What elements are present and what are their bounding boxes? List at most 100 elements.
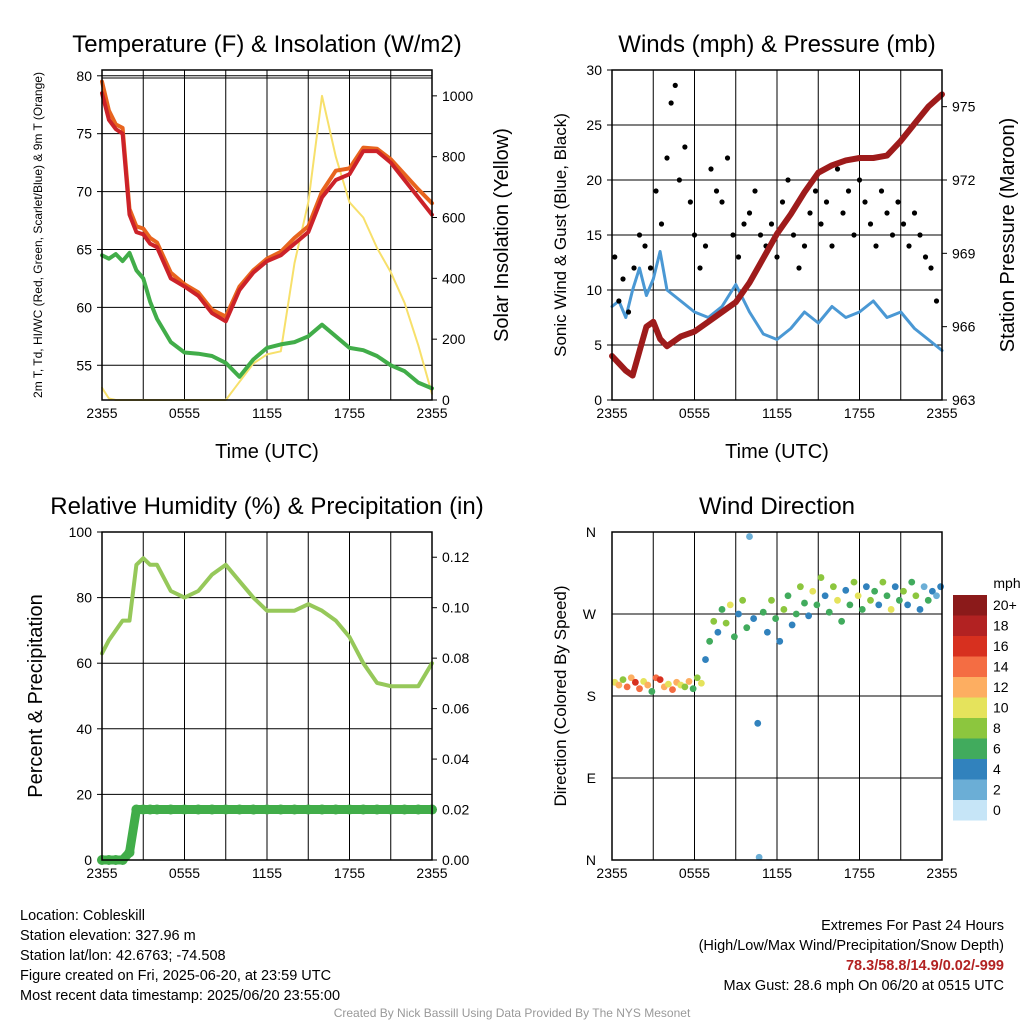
gust-point <box>895 199 901 205</box>
direction-point <box>615 681 623 689</box>
colorbar-label: 2 <box>993 782 1001 798</box>
direction-point <box>825 608 833 616</box>
direction-point <box>648 688 656 695</box>
direction-point <box>722 619 730 627</box>
precip-point <box>413 804 424 815</box>
direction-point <box>730 633 738 641</box>
gust-point <box>620 276 626 282</box>
direction-point <box>805 612 813 620</box>
y-right-tick-label: 975 <box>952 99 976 115</box>
y-axis-label: Direction (Colored By Speed) <box>551 585 570 806</box>
direction-point <box>862 583 870 591</box>
direction-point <box>763 628 771 636</box>
y-right-tick-label: 0.04 <box>442 751 469 767</box>
gust-point <box>829 243 835 249</box>
series-line-9mt <box>100 79 434 319</box>
y-tick-label: W <box>583 606 597 622</box>
gust-point <box>818 221 824 227</box>
plot-border <box>611 69 943 401</box>
x-tick-label: 1155 <box>252 865 282 881</box>
gust-point <box>779 199 786 205</box>
x-tick-label: 1155 <box>762 865 792 881</box>
direction-point <box>759 608 767 616</box>
gust-point <box>647 265 654 271</box>
direction-point <box>821 592 829 600</box>
direction-point <box>739 596 747 604</box>
direction-point <box>904 601 912 609</box>
direction-point <box>702 656 709 663</box>
y-tick-label: 5 <box>594 337 602 353</box>
y-right-tick-label: 1000 <box>442 88 473 104</box>
gust-point <box>682 144 688 150</box>
precip-point <box>330 804 341 815</box>
rh-line <box>100 556 434 689</box>
precip-point <box>152 804 162 815</box>
extremes-subtitle: (High/Low/Max Wind/Precipitation/Snow De… <box>698 938 1004 954</box>
extremes-panel: Extremes For Past 24 Hours (High/Low/Max… <box>699 916 1004 996</box>
precip-point <box>145 804 156 815</box>
direction-point <box>718 606 726 613</box>
x-tick-label: 1755 <box>844 865 875 881</box>
chart-panel-4: 2355 0555 1155 1755 2355 Wind Direction N E S W N D… <box>551 493 1021 881</box>
direction-point <box>746 533 753 540</box>
series-line-2mt <box>100 91 434 324</box>
chart-panel-1: 2355 0555 1155 1755 2355 Temperature (F) & In… <box>31 31 513 463</box>
direction-point <box>792 610 800 618</box>
direction-point <box>784 592 792 600</box>
y-tick-label: 70 <box>76 184 92 200</box>
gust-point <box>752 188 758 194</box>
colorbar-swatch <box>953 656 987 677</box>
y-tick-label: 10 <box>586 282 602 298</box>
x-tick-label: 1155 <box>252 405 282 421</box>
y-right-tick-label: 0.02 <box>442 802 469 818</box>
gust-point <box>823 199 830 205</box>
precip-point <box>385 804 396 815</box>
gust-point <box>658 221 665 227</box>
direction-point <box>801 599 808 607</box>
direction-point <box>776 637 784 645</box>
chart-panel-2: 2355 0555 1155 1755 2355 Winds (mph) & Pressu… <box>551 31 1019 463</box>
direction-point <box>631 678 639 686</box>
y-tick-label: 30 <box>586 62 602 78</box>
x-tick-label: 2355 <box>926 405 957 421</box>
gust-point <box>713 188 720 194</box>
gust-point <box>653 188 659 194</box>
direction-point <box>644 681 652 689</box>
precip-point <box>234 804 245 815</box>
gust-point <box>757 232 764 238</box>
x-axis-label: Time (UTC) <box>725 441 829 463</box>
gust-point <box>884 210 890 216</box>
x-tick-label: 2355 <box>416 405 447 421</box>
x-tick-label: 2355 <box>596 405 627 421</box>
x-tick-label: 0555 <box>679 865 710 881</box>
y-tick-label: E <box>587 770 596 786</box>
colorbar-label: 20+ <box>993 597 1017 613</box>
chart-panel-3: 2355 0555 1155 1755 2355 Relative Humidity (%… <box>25 493 484 881</box>
direction-point <box>697 679 705 687</box>
direction-point <box>669 686 676 694</box>
gust-point <box>631 265 637 271</box>
gust-point <box>917 232 923 238</box>
direction-point <box>916 606 924 613</box>
precip-point <box>358 804 369 815</box>
y-right-tick-label: 969 <box>952 245 976 261</box>
precip-point <box>248 804 259 815</box>
gust-point <box>642 243 648 249</box>
chart-title: Wind Direction <box>699 493 855 520</box>
direction-point <box>693 674 701 682</box>
y-tick-label: 60 <box>76 299 92 315</box>
direction-point <box>768 596 775 604</box>
precip-point <box>220 804 231 815</box>
y-tick-label: N <box>586 524 596 540</box>
y-right-tick-label: 0.12 <box>442 549 469 565</box>
gust-point <box>676 177 682 183</box>
extremes-title: Extremes For Past 24 Hours <box>821 918 1004 934</box>
precip-point <box>399 804 410 815</box>
gust-point <box>856 177 863 183</box>
gust-point <box>873 243 879 249</box>
colorbar-label: 10 <box>993 700 1009 716</box>
gust-point <box>790 232 797 238</box>
direction-point <box>689 685 697 693</box>
y-right-tick-label: 0 <box>442 392 450 408</box>
